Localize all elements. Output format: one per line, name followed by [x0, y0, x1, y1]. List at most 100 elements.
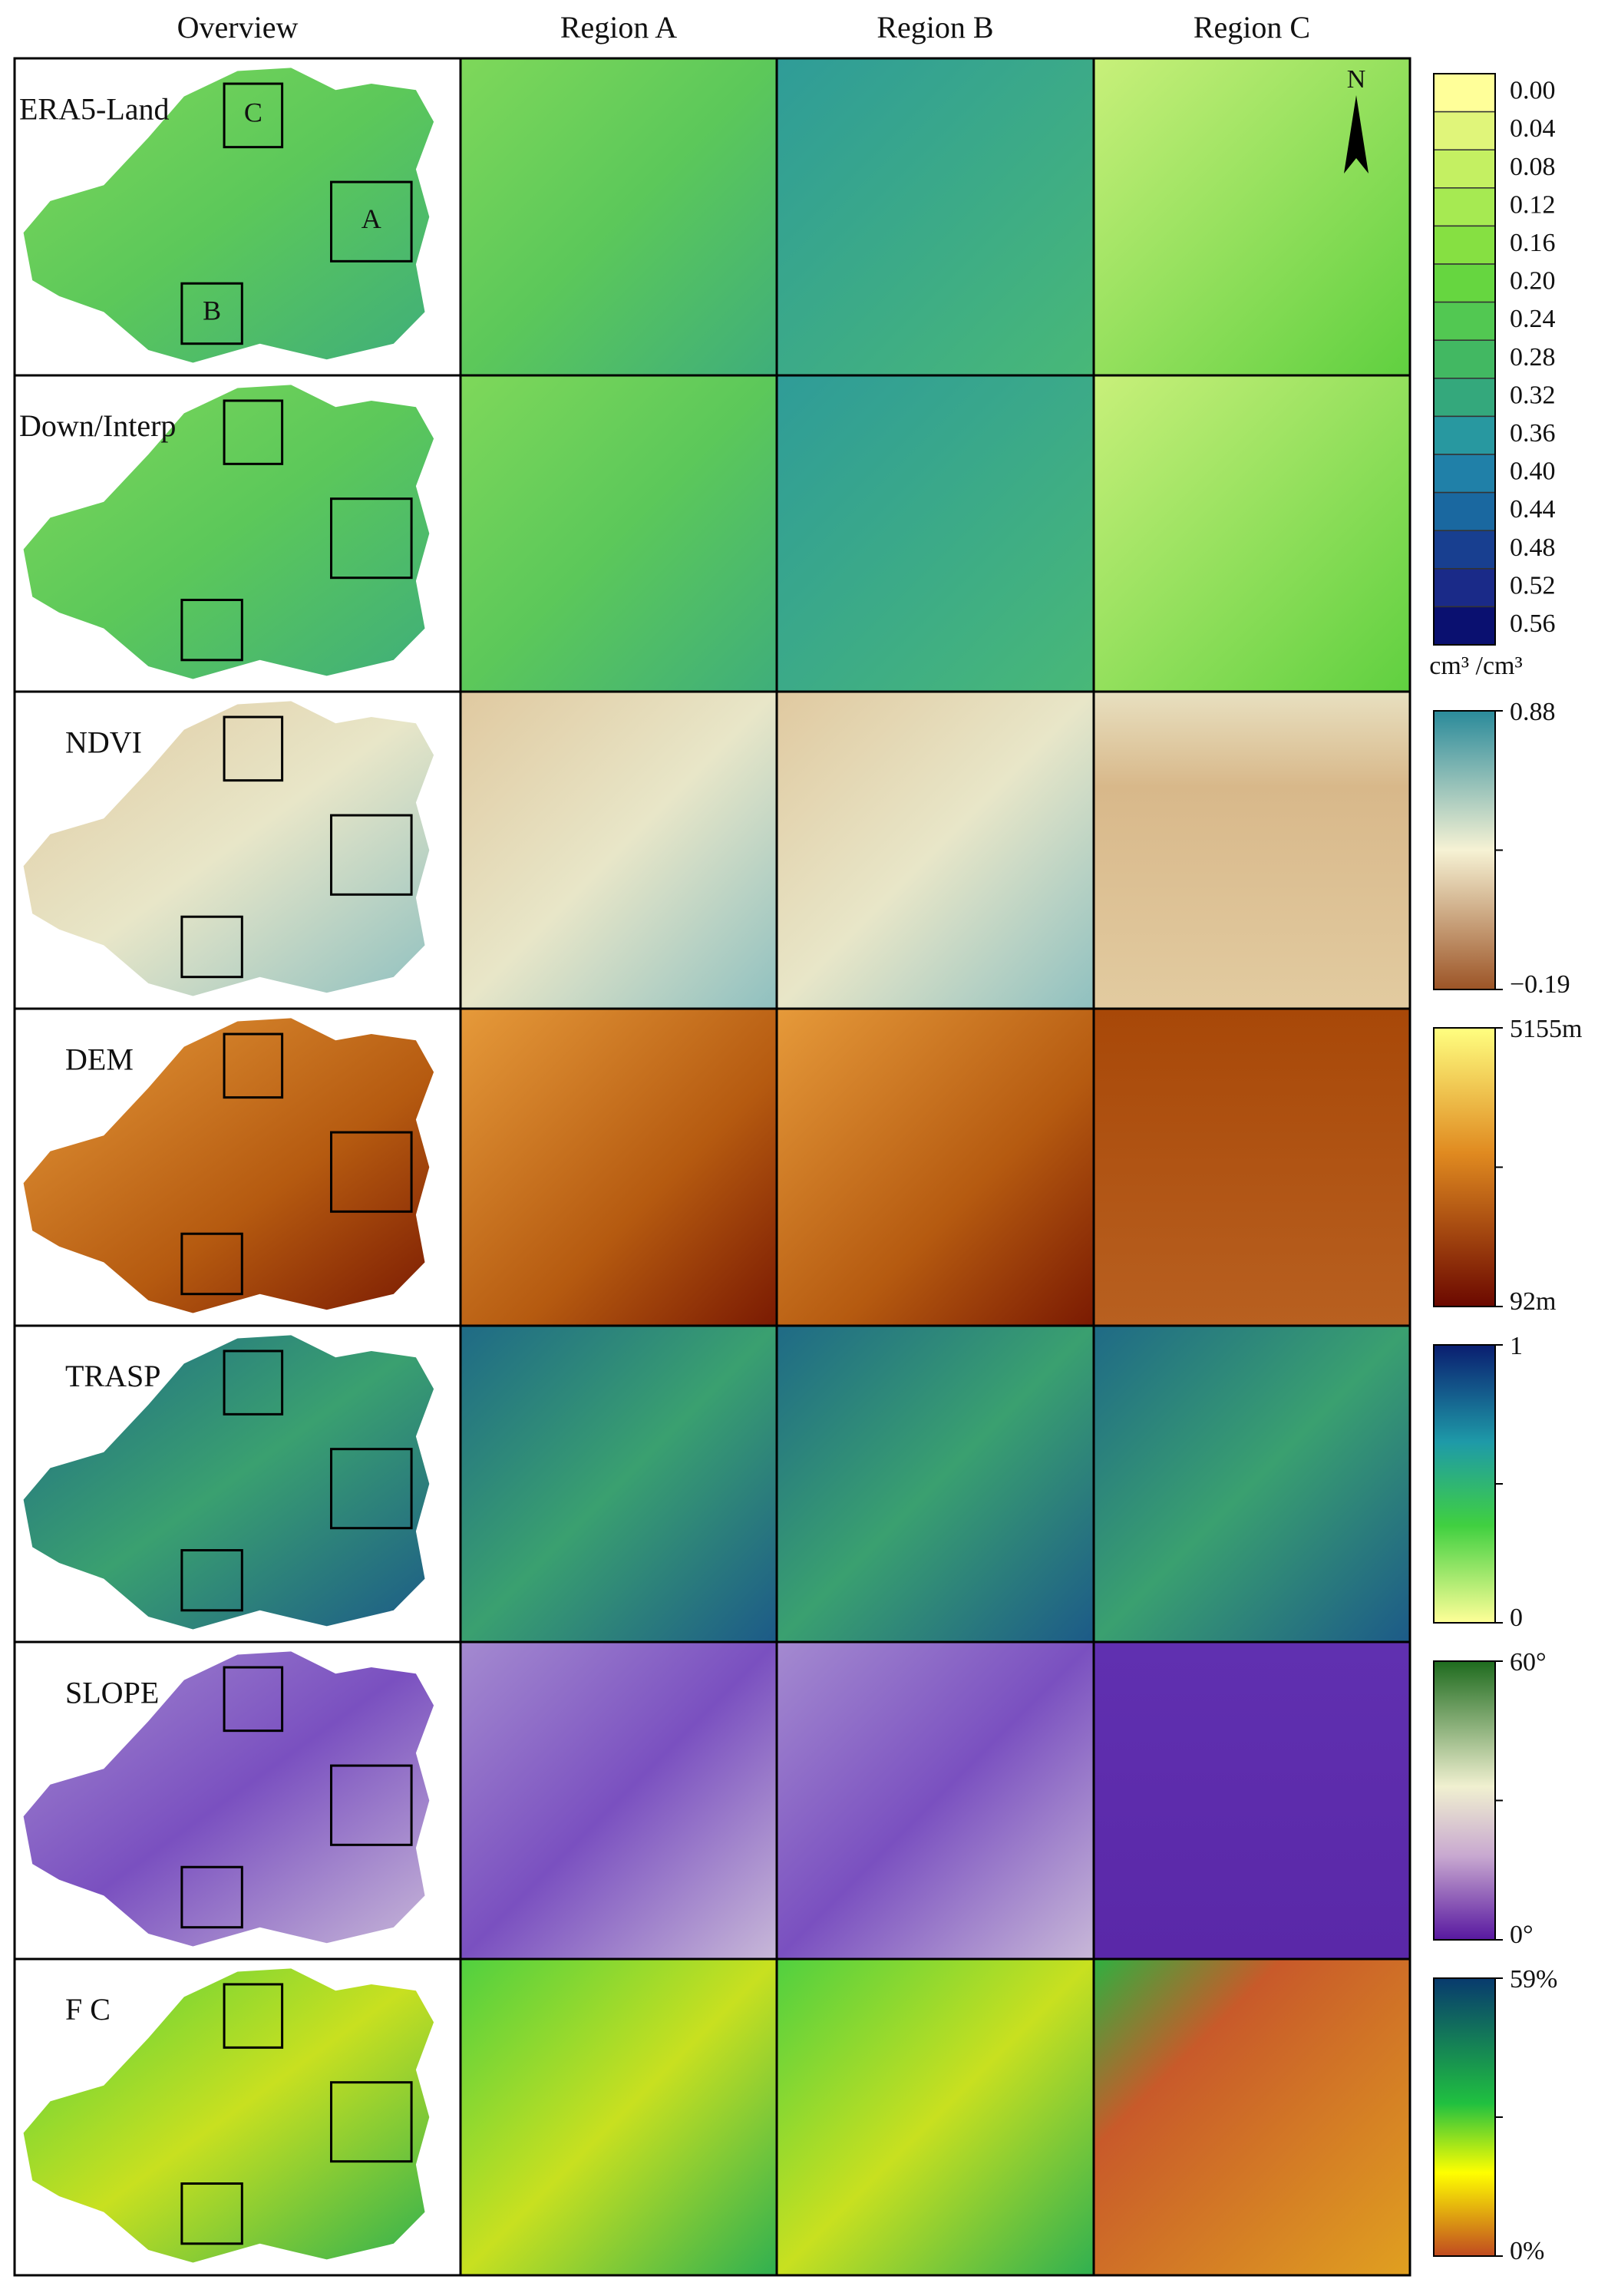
- row-label: Down/Interp: [19, 408, 176, 443]
- region-panel: [1094, 1009, 1410, 1326]
- legend-tick: 0.00: [1510, 77, 1556, 105]
- legend-swatch: [1433, 73, 1496, 113]
- legend-tick: 1: [1510, 1332, 1523, 1360]
- legend-swatch: [1433, 263, 1496, 303]
- region-panel: [1094, 1959, 1410, 2275]
- legend-swatch: [1433, 301, 1496, 341]
- region-panel: [777, 1326, 1094, 1642]
- overview-map: [23, 385, 434, 679]
- region-panel: [461, 1642, 777, 1959]
- region-box: [330, 1448, 413, 1530]
- legend-swatch: [1433, 378, 1496, 418]
- legend-tick: 0.32: [1510, 381, 1556, 409]
- legend-tick: 0%: [1510, 2237, 1544, 2265]
- legend-tick: 0.16: [1510, 229, 1556, 257]
- row-label: F C: [65, 1992, 111, 2027]
- legend-tick: 0.04: [1510, 114, 1556, 143]
- region-panel: [777, 1642, 1094, 1959]
- overview-map: [23, 1968, 434, 2263]
- legend-swatch: [1433, 606, 1496, 646]
- row-label: DEM: [65, 1042, 134, 1076]
- region-box: [180, 1865, 243, 1929]
- region-panel: [1094, 58, 1410, 375]
- column-header: Overview: [177, 10, 299, 45]
- region-panel: [777, 58, 1094, 375]
- legend-swatch: [1433, 454, 1496, 494]
- region-panel: [777, 1959, 1094, 2275]
- legend-unit: cm³ /cm³: [1429, 652, 1522, 680]
- region-box: [223, 399, 284, 465]
- legend-swatch: [1433, 111, 1496, 150]
- north-label: N: [1347, 65, 1366, 94]
- region-box: [180, 599, 243, 662]
- region-box: [223, 1983, 284, 2049]
- legend-frame: [1433, 73, 1496, 646]
- legend-tick: 0: [1510, 1604, 1523, 1632]
- region-panel: [1094, 692, 1410, 1009]
- legend-swatch: [1433, 530, 1496, 570]
- region-box: [330, 2081, 413, 2163]
- legend-swatch: [1433, 415, 1496, 455]
- region-panel: [1094, 375, 1410, 692]
- region-label: A: [362, 203, 381, 234]
- legend-swatch: [1433, 491, 1496, 531]
- row-label: NDVI: [65, 725, 142, 759]
- legend-tick: 0.56: [1510, 610, 1556, 638]
- legend-swatch: [1433, 149, 1496, 189]
- colorbar: [1433, 1027, 1496, 1307]
- overview-map: [23, 1018, 434, 1313]
- region-box: [330, 814, 413, 896]
- legend-tick: 92m: [1510, 1287, 1556, 1316]
- region-box: [330, 180, 413, 263]
- colorbar: [1433, 1344, 1496, 1624]
- legend-tick: −0.19: [1510, 970, 1570, 999]
- region-box: [180, 1232, 243, 1296]
- overview-map: [23, 701, 434, 996]
- colorbar: [1433, 710, 1496, 990]
- region-box: [223, 715, 284, 782]
- row-label: SLOPE: [65, 1675, 159, 1710]
- region-panel: [461, 1959, 777, 2275]
- legend-tick: 0°: [1510, 1921, 1534, 1949]
- panel-frame: [1092, 1957, 1411, 2277]
- region-label: B: [203, 296, 221, 326]
- region-box: [180, 1549, 243, 1612]
- region-box: [180, 915, 243, 979]
- overview-map: [23, 1335, 434, 1630]
- region-panel: [461, 58, 777, 375]
- legend-tick: 0.12: [1510, 190, 1556, 219]
- legend-tick: 0.28: [1510, 343, 1556, 372]
- region-panel: [777, 1009, 1094, 1326]
- region-panel: [1094, 1326, 1410, 1642]
- region-panel: [461, 375, 777, 692]
- column-header: Region B: [877, 10, 993, 45]
- region-box: [223, 1350, 284, 1416]
- colorbar: [1433, 1660, 1496, 1941]
- region-box: [330, 1764, 413, 1846]
- region-box: [330, 1131, 413, 1213]
- legend-tick: 0.24: [1510, 305, 1556, 333]
- region-box: [223, 1666, 284, 1733]
- legend-tick: 0.48: [1510, 534, 1556, 562]
- overview-map: [23, 1651, 434, 1947]
- legend-tick: 5155m: [1510, 1015, 1582, 1043]
- row-label: TRASP: [65, 1359, 161, 1393]
- legend-swatch: [1433, 187, 1496, 227]
- region-panel: [461, 1326, 777, 1642]
- legend-tick: 0.20: [1510, 267, 1556, 296]
- region-panel: [777, 692, 1094, 1009]
- legend-tick: 0.52: [1510, 571, 1556, 600]
- region-panel: [461, 692, 777, 1009]
- region-box: [223, 82, 284, 149]
- legend-tick: 0.36: [1510, 419, 1556, 448]
- region-label: C: [244, 97, 262, 128]
- region-panel: [777, 375, 1094, 692]
- colorbar: [1433, 1977, 1496, 2257]
- region-panel: [461, 1009, 777, 1326]
- region-box: [223, 1032, 284, 1099]
- legend-tick: 0.08: [1510, 153, 1556, 181]
- legend-swatch: [1433, 339, 1496, 379]
- region-panel: [1094, 1642, 1410, 1959]
- column-header: Region C: [1194, 10, 1310, 45]
